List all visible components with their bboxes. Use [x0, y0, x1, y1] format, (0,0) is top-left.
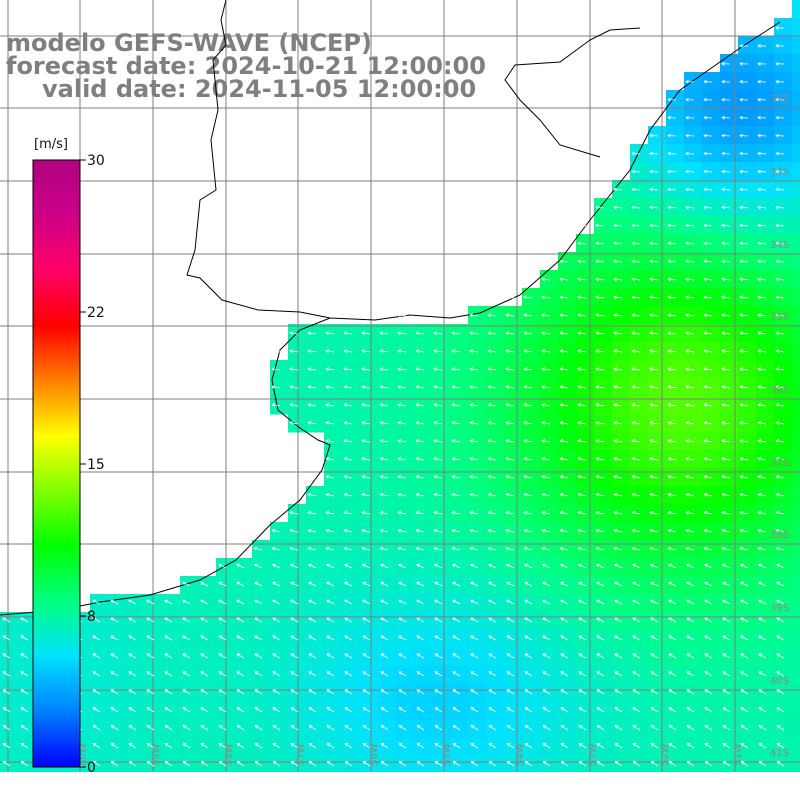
lon-label: 60W	[78, 743, 89, 766]
wind-vectors	[2, 26, 785, 767]
lat-label: 37S	[770, 458, 789, 469]
lon-label: 54W	[515, 743, 526, 766]
lon-label: 55W	[442, 743, 453, 766]
colorbar-ramp	[32, 159, 81, 768]
lon-label: 58W	[224, 743, 235, 766]
colorbar-tick-label: 22	[87, 305, 105, 321]
lat-lon-grid	[0, 0, 800, 772]
coastline	[186, 0, 781, 321]
model-title: modelo GEFS-WAVE (NCEP)	[6, 29, 372, 57]
lat-label: 35S	[770, 312, 789, 323]
lat-label: 38S	[770, 530, 789, 541]
lat-label: 40S	[770, 676, 789, 687]
lat-label: 32S	[770, 94, 789, 105]
lat-label: 41S	[770, 748, 789, 759]
lon-label: 57W	[296, 743, 307, 766]
lat-label: 33S	[770, 167, 789, 178]
valid-date: valid date: 2024-11-05 12:00:00	[42, 75, 477, 103]
lon-label: 51W	[733, 743, 744, 766]
lon-label: 52W	[660, 743, 671, 766]
lon-label: 56W	[369, 743, 380, 766]
longitude-labels: 60W 59W 58W 57W 56W 55W 54W 53W 52W 51W	[78, 743, 744, 766]
coastline-south	[0, 317, 331, 616]
colorbar-unit: [m/s]	[34, 137, 68, 152]
colorbar-tick-label: 15	[87, 457, 105, 473]
lon-label: 53W	[588, 743, 599, 766]
lat-label: 39S	[770, 603, 789, 614]
colorbar-tick-label: 0	[87, 760, 96, 776]
latitude-labels: 32S 33S 34S 35S 36S 37S 38S 39S 40S 41S	[770, 94, 789, 759]
lat-label: 34S	[770, 240, 789, 251]
colorbar-tick-label: 30	[87, 153, 105, 169]
colorbar: [m/s] 30 22 15 8 0	[32, 137, 105, 776]
forecast-date: forecast date: 2024-10-21 12:00:00	[6, 52, 486, 80]
colorbar-tick-label: 8	[87, 609, 96, 625]
lat-label: 36S	[770, 385, 789, 396]
lon-label: 59W	[151, 743, 162, 766]
